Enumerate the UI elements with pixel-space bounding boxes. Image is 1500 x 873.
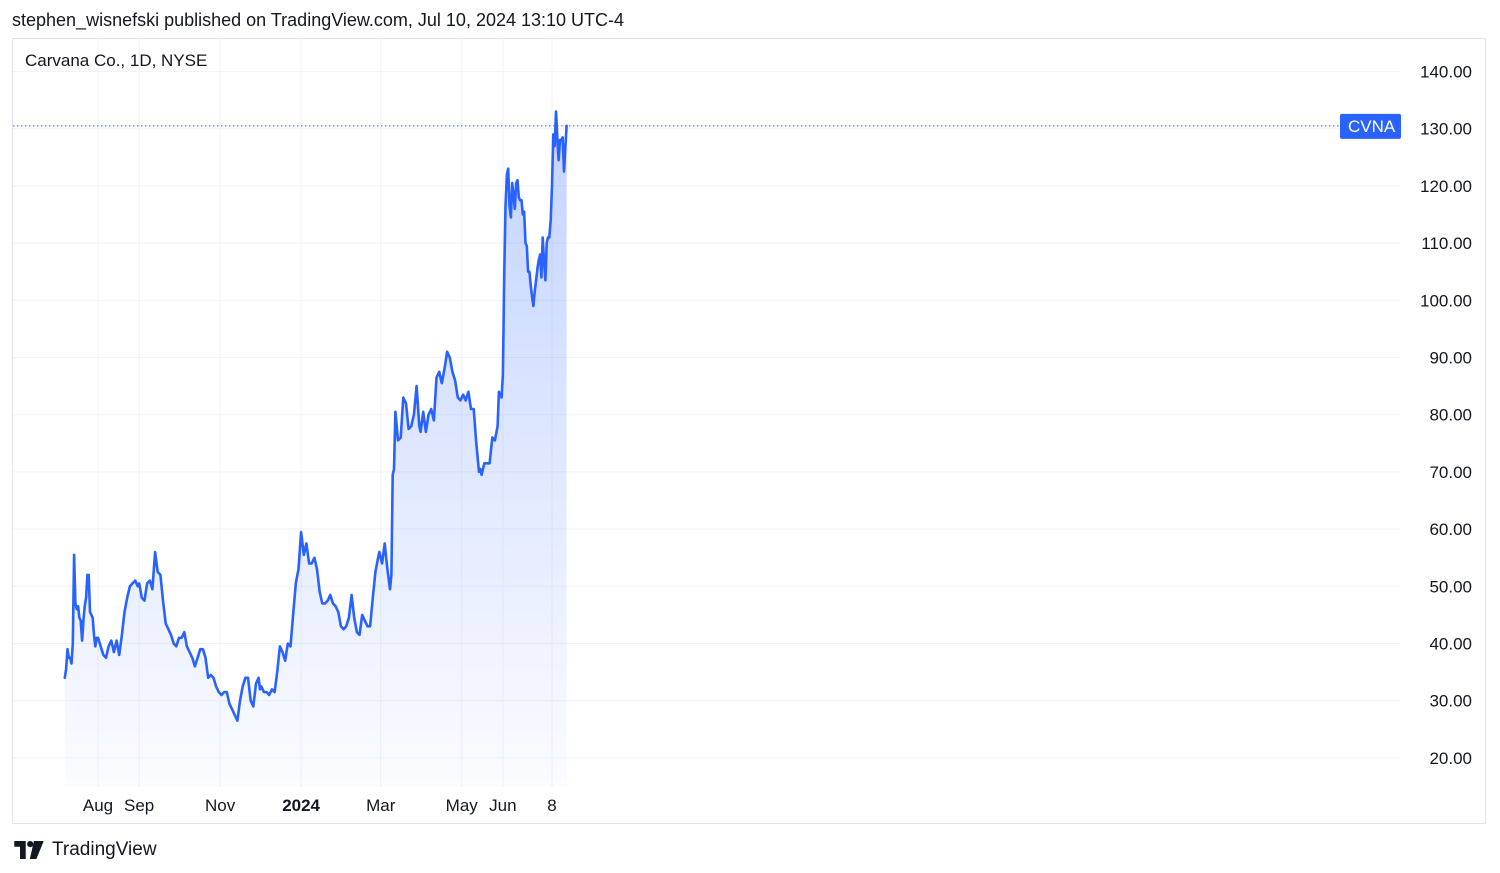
symbol-price-badge: CVNA bbox=[1340, 113, 1401, 139]
y-tick-label: 130.00 bbox=[1420, 120, 1472, 139]
published-line: stephen_wisnefski published on TradingVi… bbox=[12, 10, 625, 30]
brand-name[interactable]: TradingView bbox=[52, 839, 157, 860]
y-tick-label: 110.00 bbox=[1421, 234, 1472, 253]
y-tick-label: 20.00 bbox=[1429, 749, 1472, 768]
y-tick-label: 80.00 bbox=[1429, 406, 1472, 425]
y-tick-label: 120.00 bbox=[1420, 177, 1472, 196]
chart-frame[interactable] bbox=[12, 38, 1486, 824]
x-tick-label: 2024 bbox=[282, 796, 320, 815]
y-tick-label: 50.00 bbox=[1429, 577, 1472, 596]
footer: TradingView bbox=[14, 836, 157, 864]
tradingview-logo-icon[interactable] bbox=[14, 841, 44, 859]
price-series-line bbox=[63, 110, 568, 722]
y-tick-label: 70.00 bbox=[1429, 463, 1472, 482]
x-tick-label: Nov bbox=[205, 796, 236, 815]
y-tick-label: 100.00 bbox=[1420, 291, 1472, 310]
symbol-label: CVNA bbox=[1348, 117, 1396, 136]
area-fill bbox=[64, 111, 567, 787]
x-tick-label: Aug bbox=[83, 796, 113, 815]
y-tick-label: 90.00 bbox=[1429, 349, 1472, 368]
chart-title: Carvana Co., 1D, NYSE bbox=[25, 51, 207, 70]
x-tick-label: Mar bbox=[366, 796, 396, 815]
y-tick-label: 40.00 bbox=[1429, 635, 1472, 654]
y-tick-label: 140.00 bbox=[1420, 63, 1472, 82]
x-tick-label: Sep bbox=[124, 796, 154, 815]
y-tick-label: 30.00 bbox=[1429, 692, 1472, 711]
x-tick-label: 8 bbox=[547, 796, 556, 815]
price-axis[interactable]: 20.00 30.00 40.00 50.00 60.00 70.00 80.00 90.00… bbox=[1420, 63, 1472, 768]
x-tick-label: Jun bbox=[489, 796, 516, 815]
y-tick-label: 60.00 bbox=[1429, 520, 1472, 539]
x-tick-label: May bbox=[446, 796, 479, 815]
time-axis[interactable]: Aug Sep Nov 2024 Mar May Jun 8 bbox=[83, 796, 557, 815]
grid bbox=[13, 39, 1400, 787]
